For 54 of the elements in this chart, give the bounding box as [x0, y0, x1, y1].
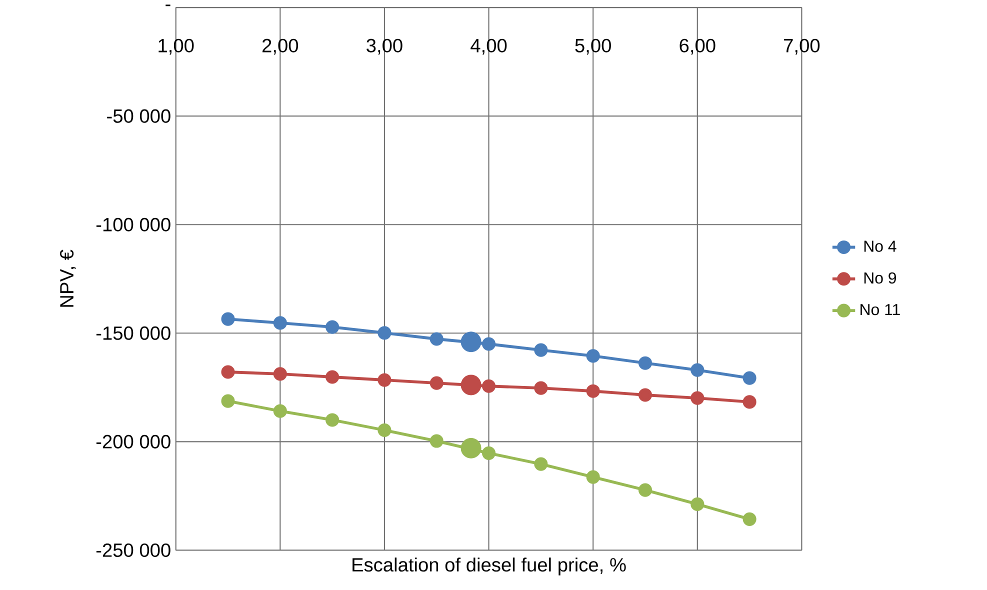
point [273, 367, 287, 381]
point [690, 363, 704, 377]
point [690, 391, 704, 405]
point [273, 404, 287, 418]
point [273, 316, 287, 330]
y-tick-label: -250 000 [96, 543, 170, 558]
point [460, 332, 482, 352]
point [430, 434, 444, 448]
point [378, 373, 392, 387]
point [326, 413, 340, 427]
point [430, 332, 444, 346]
x-tick-label: 7,00 [784, 38, 820, 55]
point [378, 423, 392, 437]
point [534, 457, 548, 471]
point [430, 376, 444, 390]
y-tick-label: -50 000 [107, 109, 170, 123]
x-tick-label: 3,00 [366, 38, 402, 55]
point [482, 446, 496, 460]
x-tick-label: 5,00 [575, 38, 611, 55]
point [460, 374, 482, 396]
y-tick-label: -150 000 [96, 326, 170, 340]
x-tick-label: 6,00 [680, 38, 716, 55]
x-tick-label: 1,00 [158, 38, 194, 55]
point [742, 371, 756, 385]
point [586, 384, 600, 398]
point [460, 438, 482, 458]
point [638, 388, 652, 402]
point [638, 356, 652, 370]
point [742, 395, 756, 409]
point [742, 512, 756, 526]
point [534, 343, 548, 357]
y-axis-title: NPV, € [60, 250, 76, 307]
point [482, 379, 496, 393]
point [482, 337, 496, 351]
point [221, 394, 235, 408]
point [221, 365, 235, 379]
y-tick-label: -200 000 [96, 434, 170, 448]
x-tick-label: 4,00 [470, 38, 507, 55]
point [586, 349, 600, 363]
point [221, 312, 235, 326]
point [326, 370, 340, 384]
point [534, 381, 548, 395]
legend-label: No 11 [860, 304, 900, 316]
point [586, 470, 600, 484]
point [690, 497, 704, 512]
y-tick-label: - [166, 4, 170, 6]
x-tick-label: 2,00 [262, 38, 298, 55]
x-axis-title: Escalation of diesel fuel price, % [352, 558, 626, 576]
point [378, 326, 392, 340]
legend-label: No 9 [864, 272, 896, 284]
y-tick-label: -100 000 [96, 218, 170, 232]
point [326, 320, 340, 334]
point [638, 483, 652, 497]
legend-label: No 4 [864, 240, 896, 252]
